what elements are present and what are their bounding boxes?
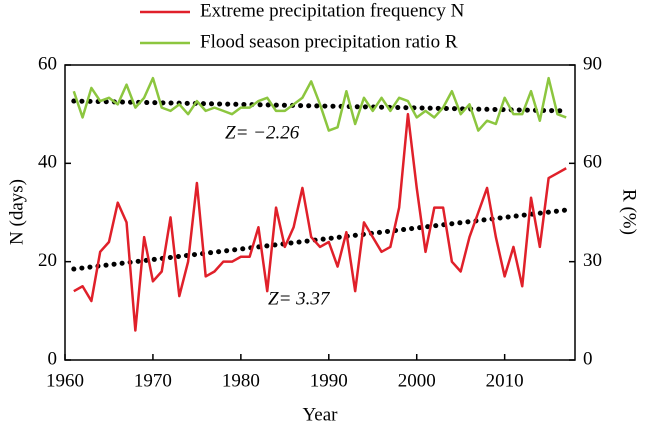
x-tick-label: 2010 <box>486 370 524 391</box>
x-tick-label: 2000 <box>398 370 436 391</box>
legend-label: Extreme precipitation frequency N <box>200 0 465 21</box>
x-tick-label: 1970 <box>134 370 172 391</box>
y-axis-label: N (days) <box>6 179 27 245</box>
annotation: Z= −2.26 <box>225 122 300 143</box>
y-tick-label: 40 <box>38 152 57 173</box>
x-tick-label: 1980 <box>222 370 260 391</box>
y2-tick-label: 30 <box>583 250 602 271</box>
x-tick-label: 1960 <box>46 370 84 391</box>
plot-frame <box>64 64 576 361</box>
series-line <box>72 76 567 132</box>
y2-tick-label: 60 <box>583 152 602 173</box>
x-tick-label: 1990 <box>310 370 348 391</box>
y2-axis-label: R (%) <box>619 189 640 235</box>
annotation: Z= 3.37 <box>268 288 331 309</box>
y-tick-label: 0 <box>48 348 58 369</box>
y-tick-label: 20 <box>38 250 57 271</box>
legend-label: Flood season precipitation ratio R <box>200 31 458 52</box>
y2-tick-label: 0 <box>583 348 593 369</box>
x-axis-label: Year <box>302 404 338 425</box>
y-tick-label: 60 <box>38 53 57 74</box>
y2-tick-label: 90 <box>583 53 602 74</box>
trend-line <box>71 207 569 272</box>
series-line <box>73 112 567 332</box>
trend-line <box>71 98 569 114</box>
